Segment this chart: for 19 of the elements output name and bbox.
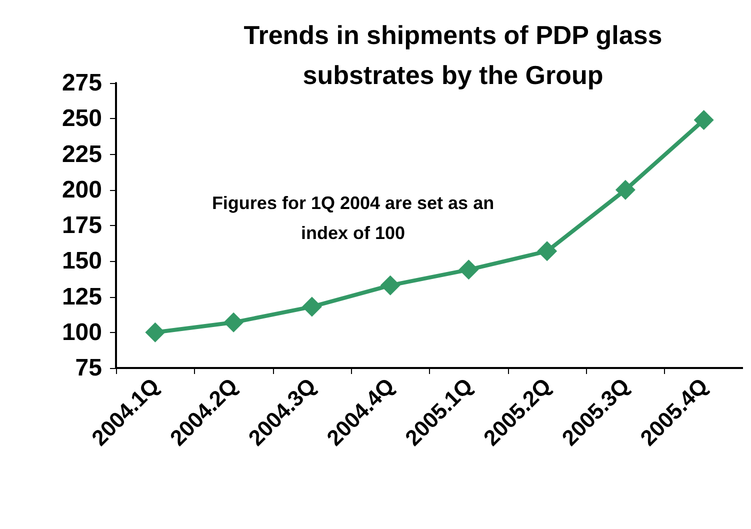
y-tick-label: 200: [62, 176, 102, 204]
chart-title: Trends in shipments of PDP glass substrates by the Group: [244, 20, 662, 90]
y-tick-label: 75: [75, 354, 102, 382]
y-tick-label: 125: [62, 283, 102, 310]
point: [145, 322, 166, 342]
point: [302, 296, 322, 317]
point: [694, 110, 714, 130]
y-tick-label: 225: [62, 140, 102, 168]
point: [537, 241, 558, 262]
y-tick-label: 175: [62, 212, 102, 239]
point: [615, 180, 636, 200]
annotation: Figures for 1Q 2004 are set as an index of 100: [212, 193, 494, 243]
y-tick-label: 250: [62, 105, 102, 132]
y-tick-label: 275: [62, 70, 102, 96]
y-tick-label: 150: [62, 248, 102, 275]
point: [224, 312, 244, 332]
point: [380, 275, 400, 296]
y-tick-label: 100: [62, 318, 102, 346]
point: [458, 260, 479, 280]
